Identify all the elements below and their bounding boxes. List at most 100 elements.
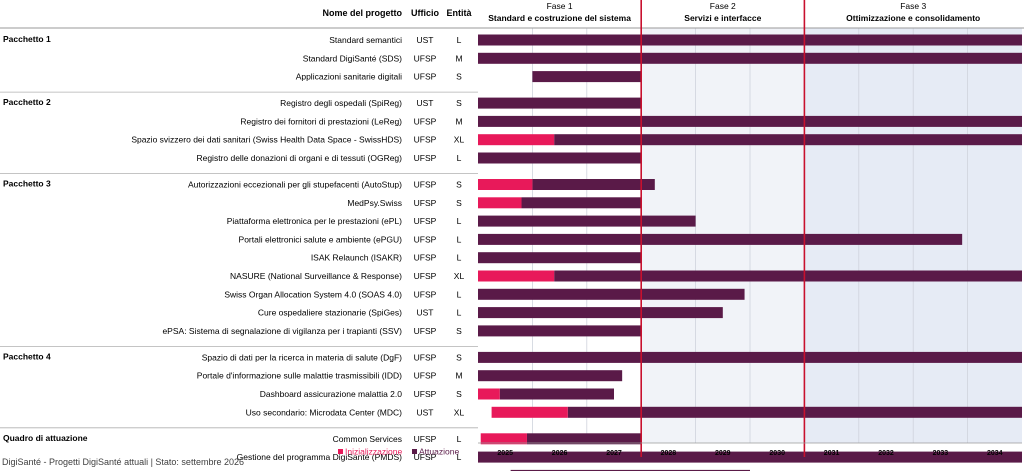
- implementation-bar: [521, 197, 642, 209]
- project-office: UFSP: [414, 135, 437, 145]
- year-tick-label: 2032: [878, 450, 894, 457]
- initialization-bar: [478, 134, 555, 146]
- project-office: UFSP: [414, 289, 437, 299]
- project-office: UFSP: [414, 452, 437, 462]
- project-size: M: [455, 116, 462, 126]
- project-size: L: [457, 234, 462, 244]
- project-size: XL: [454, 135, 465, 145]
- year-tick-label: 2025: [497, 450, 513, 457]
- implementation-bar: [478, 115, 1022, 127]
- project-office: UFSP: [414, 271, 437, 281]
- project-size: S: [456, 98, 462, 108]
- group-label: Pacchetto 1: [3, 34, 51, 44]
- project-office: UFSP: [414, 53, 437, 63]
- phase-name: Standard e costruzione del sistema: [488, 13, 631, 23]
- project-name: Piattaforma elettronica per le prestazio…: [227, 216, 402, 226]
- project-office: UFSP: [414, 198, 437, 208]
- project-size: L: [457, 434, 462, 444]
- phase-label: Fase 1: [547, 1, 573, 11]
- legend-init-label: Inizializzazione: [345, 447, 402, 457]
- legend-impl-label: Attuazione: [419, 447, 459, 457]
- project-name: Autorizzazioni eccezionali per gli stupe…: [188, 180, 402, 190]
- project-office: UFSP: [414, 216, 437, 226]
- project-name: Swiss Organ Allocation System 4.0 (SOAS …: [224, 289, 402, 299]
- year-tick-label: 2026: [552, 450, 568, 457]
- project-size: L: [457, 289, 462, 299]
- implementation-bar: [478, 233, 963, 245]
- implementation-bar: [554, 270, 1022, 282]
- project-name: NASURE (National Surveillance & Response…: [230, 271, 402, 281]
- project-size: S: [456, 326, 462, 336]
- project-office: UFSP: [414, 234, 437, 244]
- initialization-bar: [478, 197, 522, 209]
- implementation-bar: [478, 52, 1022, 64]
- project-size: XL: [454, 271, 465, 281]
- implementation-bar: [478, 252, 642, 264]
- project-name: Spazio di dati per la ricerca in materia…: [202, 352, 402, 362]
- project-size: L: [457, 216, 462, 226]
- year-tick-label: 2034: [987, 450, 1003, 457]
- project-office: UST: [417, 308, 434, 318]
- implementation-bar: [478, 325, 642, 337]
- implementation-bar: [532, 179, 655, 190]
- project-office: UFSP: [414, 180, 437, 190]
- group-label: Pacchetto 4: [3, 351, 51, 361]
- project-size: L: [457, 253, 462, 263]
- project-name: Uso secondario: Microdata Center (MDC): [246, 407, 403, 417]
- initialization-bar: [478, 270, 555, 282]
- project-office: UFSP: [414, 371, 437, 381]
- project-size: S: [456, 389, 462, 399]
- project-office: UFSP: [414, 116, 437, 126]
- project-name: MedPsy.Swiss: [347, 198, 402, 208]
- project-size: L: [457, 308, 462, 318]
- year-tick-label: 2028: [661, 450, 677, 457]
- implementation-bar: [567, 406, 1022, 418]
- project-office: UFSP: [414, 389, 437, 399]
- project-name: Applicazioni sanitarie digitali: [296, 72, 402, 82]
- year-tick-label: 2030: [769, 450, 785, 457]
- project-name: Portali elettronici salute e ambiente (e…: [239, 234, 403, 244]
- project-office: UST: [417, 35, 434, 45]
- project-office: UFSP: [414, 434, 437, 444]
- project-office: UST: [417, 98, 434, 108]
- year-tick-label: 2029: [715, 450, 731, 457]
- year-tick-label: 2027: [606, 450, 622, 457]
- project-office: UFSP: [414, 153, 437, 163]
- project-name: Portale d'informazione sulle malattie tr…: [197, 371, 402, 381]
- year-tick-label: 2031: [824, 450, 840, 457]
- year-tick-label: 2033: [933, 450, 949, 457]
- group-label: Pacchetto 3: [3, 179, 51, 189]
- implementation-bar: [478, 97, 642, 109]
- project-name: Standard DigiSanté (SDS): [303, 53, 402, 63]
- project-size: S: [456, 72, 462, 82]
- group-label: Quadro di attuazione: [3, 433, 88, 443]
- implementation-bar: [478, 451, 1022, 463]
- project-size: S: [456, 198, 462, 208]
- initialization-bar: [478, 388, 500, 400]
- implementation-bar: [478, 152, 642, 164]
- footer-text: DigiSanté - Progetti DigiSanté attuali |…: [2, 457, 244, 467]
- phase-label: Fase 3: [900, 1, 926, 11]
- implementation-bar: [478, 307, 723, 319]
- project-size: M: [455, 371, 462, 381]
- legend-impl-swatch: [412, 449, 417, 454]
- implementation-bar: [478, 351, 1022, 363]
- project-size: S: [456, 352, 462, 362]
- phase-label: Fase 2: [710, 1, 736, 11]
- initialization-bar: [491, 406, 568, 418]
- project-office: UFSP: [414, 352, 437, 362]
- project-name: Common Services: [333, 434, 402, 444]
- implementation-bar: [478, 34, 1022, 46]
- project-office: UFSP: [414, 253, 437, 263]
- project-name: Cure ospedaliere stazionarie (SpiGes): [258, 308, 402, 318]
- header-size: Entità: [446, 8, 472, 18]
- header-office: Ufficio: [411, 8, 440, 18]
- project-office: UST: [417, 407, 434, 417]
- initialization-bar: [478, 179, 533, 190]
- project-name: ISAK Relaunch (ISAKR): [311, 253, 402, 263]
- implementation-bar: [478, 215, 696, 227]
- project-name: Registro delle donazioni di organi e di …: [196, 153, 402, 163]
- project-office: UFSP: [414, 72, 437, 82]
- project-name: Gestione del programma DigiSanté (PMDS): [237, 452, 403, 462]
- phase-name: Servizi e interfacce: [684, 13, 761, 23]
